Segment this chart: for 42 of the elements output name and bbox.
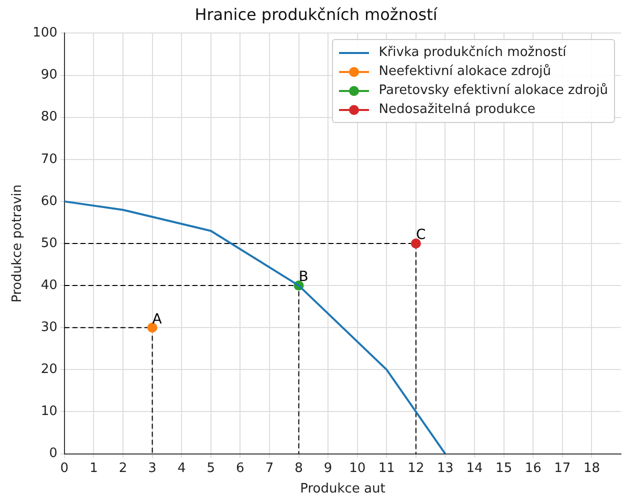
y-tick-label: 100	[32, 26, 58, 41]
x-tick-label: 3	[148, 460, 156, 476]
y-axis-title: Produkce potravin	[10, 184, 26, 303]
x-tick-label: 14	[466, 460, 483, 476]
x-tick-label: 7	[265, 460, 274, 476]
legend-label: Paretovsky efektivní alokace zdrojů	[378, 82, 608, 100]
x-tick-label: 5	[206, 460, 216, 476]
point	[147, 322, 158, 333]
x-tick-label: 18	[583, 460, 600, 476]
x-tick-label: 17	[554, 460, 571, 476]
y-tick-label: 50	[40, 236, 58, 251]
x-axis-title: Produkce aut	[300, 482, 386, 497]
x-tick-label: 10	[349, 460, 366, 476]
x-tick-label: 2	[118, 460, 128, 476]
point	[410, 238, 421, 248]
x-tick-label: 12	[408, 460, 424, 476]
x-tick-label: 15	[496, 460, 512, 476]
x-tick-label: 6	[236, 460, 244, 476]
y-tick-label: 70	[40, 152, 58, 167]
y-tick-label: 0	[49, 446, 58, 462]
legend-label: Neefektivní alokace zdrojů	[378, 63, 552, 82]
annotation: A	[152, 311, 162, 328]
x-tick-label: 13	[436, 460, 454, 476]
y-tick-label: 20	[40, 362, 58, 378]
annotation: B	[298, 269, 308, 286]
annotation: C	[416, 227, 426, 244]
y-tick-label: 60	[40, 194, 58, 209]
x-tick-label: 4	[177, 460, 186, 476]
y-tick-label: 80	[40, 110, 58, 125]
y-tick-label: 10	[40, 404, 58, 420]
x-tick-label: 0	[60, 460, 69, 476]
chart-title: Hranice produkčních možností	[194, 4, 438, 24]
x-tick-label: 9	[324, 460, 332, 476]
y-tick-label: 90	[40, 68, 58, 83]
x-tick-label: 1	[90, 460, 98, 476]
legend-label: Křivka produkčních možností	[378, 44, 566, 62]
y-tick-label: 40	[40, 278, 58, 293]
x-tick-label: 8	[294, 460, 303, 476]
x-tick-label: 11	[378, 460, 395, 476]
x-tick-label: 16	[524, 460, 542, 476]
y-tick-label: 30	[40, 320, 58, 335]
legend-label: Nedosažitelná produkce	[378, 101, 536, 120]
